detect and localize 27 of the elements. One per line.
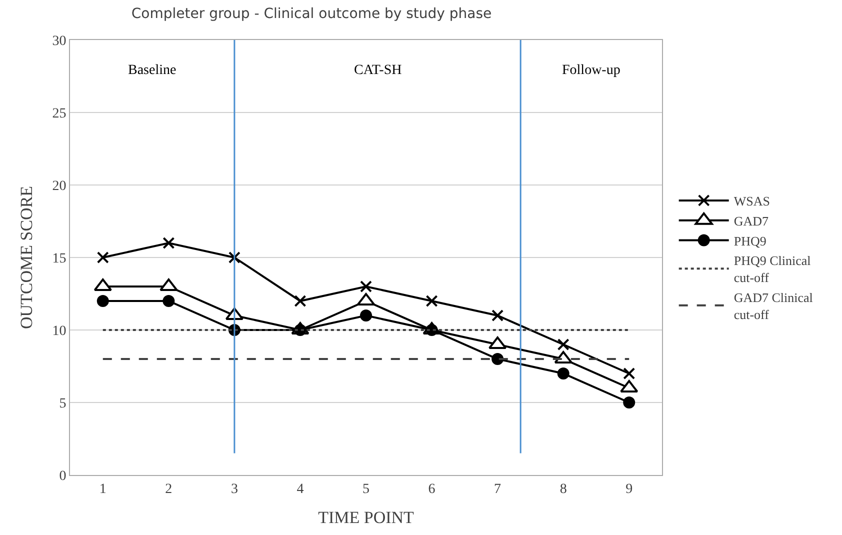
x-tick-label: 6: [428, 482, 436, 497]
x-tick-label: 2: [165, 482, 172, 497]
y-tick-label: 15: [52, 251, 66, 266]
chart-title: Completer group - Clinical outcome by study phase: [131, 6, 492, 22]
x-tick-label: 4: [296, 482, 304, 497]
legend-label: GAD7: [734, 213, 770, 228]
y-tick-label: 0: [59, 468, 66, 484]
legend-label: PHQ9: [734, 233, 766, 248]
annotation: CAT-SH: [354, 63, 402, 78]
y-tick-label: 5: [59, 396, 66, 412]
y-tick-label: 20: [52, 178, 66, 194]
y-tick-label: 30: [52, 34, 66, 49]
annotation: Baseline: [128, 63, 176, 78]
y-tick-label: 10: [52, 324, 66, 339]
x-tick-label: 3: [230, 482, 238, 497]
legend-label: GAD7 Clinical cut-off: [734, 290, 814, 322]
annotation: Follow-up: [562, 63, 620, 78]
x-tick-label: 8: [560, 482, 567, 497]
x-tick-label: 7: [494, 482, 502, 497]
x-tick-label: 1: [99, 482, 106, 497]
x-tick-label: 5: [362, 482, 370, 497]
x-axis-title: TIME POINT: [318, 508, 415, 528]
x-tick-label: 9: [626, 482, 633, 497]
legend-label: PHQ9 Clinical cut-off: [734, 253, 812, 286]
y-tick-label: 25: [52, 106, 66, 122]
y-axis-title: OUTCOME SCORE: [16, 186, 36, 330]
legend-label: WSAS: [734, 194, 770, 209]
